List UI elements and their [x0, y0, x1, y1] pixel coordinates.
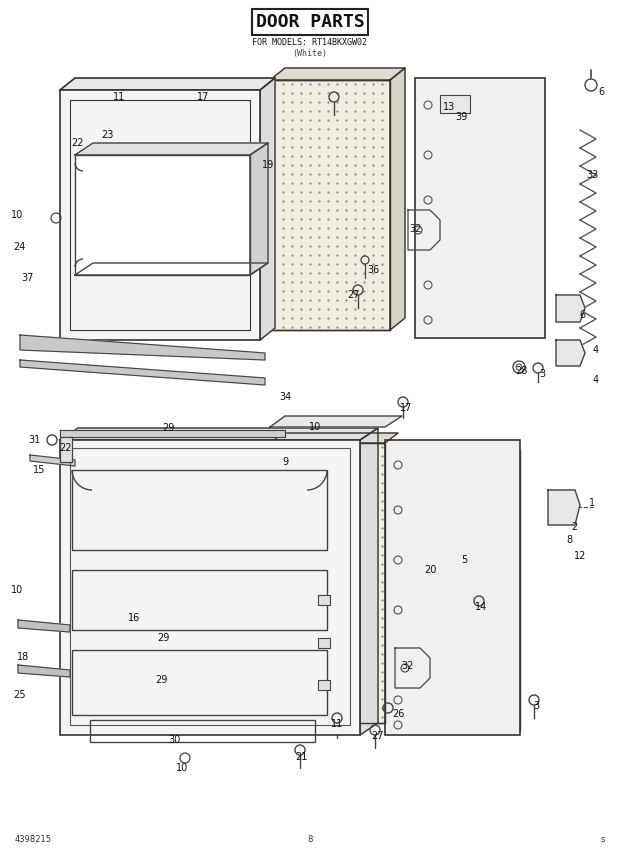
Text: 22: 22 [59, 443, 71, 453]
Text: 2: 2 [571, 522, 577, 532]
Text: 18: 18 [17, 652, 29, 662]
Polygon shape [18, 665, 70, 677]
Text: 29: 29 [162, 423, 174, 433]
Text: 28: 28 [515, 366, 527, 376]
Text: 5: 5 [461, 555, 467, 565]
Bar [415, 78, 545, 338]
Text: 27: 27 [372, 731, 384, 741]
Polygon shape [18, 620, 70, 632]
Bar [70, 100, 250, 330]
Text: 20: 20 [424, 565, 436, 575]
Text: 29: 29 [157, 633, 169, 643]
Text: DOOR PARTS: DOOR PARTS [255, 13, 365, 31]
Bar [72, 570, 327, 630]
Bar [70, 448, 350, 725]
Text: 12: 12 [574, 551, 586, 561]
Text: 16: 16 [128, 613, 140, 623]
Text: 14: 14 [475, 602, 487, 612]
Text: 4398215: 4398215 [15, 835, 52, 845]
Text: 23: 23 [101, 130, 113, 140]
Text: 11: 11 [331, 719, 343, 729]
Text: 17: 17 [197, 92, 209, 102]
Text: 29: 29 [155, 675, 167, 685]
Polygon shape [270, 416, 402, 427]
Text: 10: 10 [176, 763, 188, 773]
Polygon shape [75, 263, 268, 275]
Text: 36: 36 [367, 265, 379, 275]
Text: 21: 21 [295, 752, 307, 762]
Text: 17: 17 [400, 403, 412, 413]
Polygon shape [270, 68, 405, 80]
Text: 10: 10 [11, 210, 23, 220]
Bar [318, 680, 330, 690]
Polygon shape [548, 490, 580, 525]
Text: 8: 8 [308, 835, 312, 845]
Text: 15: 15 [33, 465, 45, 475]
Text: 37: 37 [21, 273, 33, 283]
Bar [385, 440, 520, 735]
Polygon shape [556, 340, 585, 366]
Text: 3: 3 [533, 701, 539, 711]
Text: 9: 9 [282, 457, 288, 467]
Text: 11: 11 [113, 92, 125, 102]
Text: 26: 26 [392, 709, 404, 719]
Text: 32: 32 [409, 224, 421, 234]
Bar [318, 595, 330, 605]
Text: 8: 8 [566, 535, 572, 545]
Text: 22: 22 [71, 138, 83, 148]
Text: 3: 3 [539, 369, 545, 379]
Polygon shape [60, 430, 285, 437]
Bar [75, 155, 250, 275]
Text: 4: 4 [593, 345, 599, 355]
Polygon shape [250, 143, 268, 275]
Text: FOR MODELS: RT14BKXGW02: FOR MODELS: RT14BKXGW02 [252, 38, 368, 46]
Bar [60, 440, 360, 735]
Text: 30: 30 [168, 735, 180, 745]
Polygon shape [556, 295, 585, 322]
Polygon shape [20, 335, 265, 360]
Text: 32: 32 [402, 661, 414, 671]
Bar [72, 470, 327, 550]
Text: 25: 25 [13, 690, 25, 700]
Polygon shape [60, 78, 275, 90]
Polygon shape [390, 68, 405, 330]
Polygon shape [260, 78, 275, 340]
Polygon shape [270, 433, 398, 443]
Text: 10: 10 [309, 422, 321, 432]
Text: 27: 27 [348, 290, 360, 300]
Bar [318, 638, 330, 648]
Text: 33: 33 [586, 170, 598, 180]
Polygon shape [360, 428, 378, 735]
Text: 34: 34 [279, 392, 291, 402]
Text: 24: 24 [13, 242, 25, 252]
Text: (White): (White) [293, 49, 327, 57]
Text: 39: 39 [455, 112, 467, 122]
Bar [60, 437, 72, 462]
Bar [90, 720, 315, 742]
Bar [270, 443, 385, 723]
Text: 1: 1 [589, 498, 595, 508]
Text: 6: 6 [579, 310, 585, 320]
Bar [60, 90, 260, 340]
Polygon shape [60, 428, 378, 440]
Text: 31: 31 [28, 435, 40, 445]
Text: 10: 10 [11, 585, 23, 595]
Text: 6: 6 [598, 87, 604, 97]
Bar [270, 80, 390, 330]
Text: 4: 4 [593, 375, 599, 385]
Polygon shape [75, 143, 268, 155]
Circle shape [513, 361, 525, 373]
Polygon shape [30, 455, 75, 466]
Bar [72, 650, 327, 715]
Text: s: s [601, 835, 605, 845]
Bar [440, 95, 470, 113]
Text: 19: 19 [262, 160, 274, 170]
Text: 13: 13 [443, 102, 455, 112]
Polygon shape [20, 360, 265, 385]
